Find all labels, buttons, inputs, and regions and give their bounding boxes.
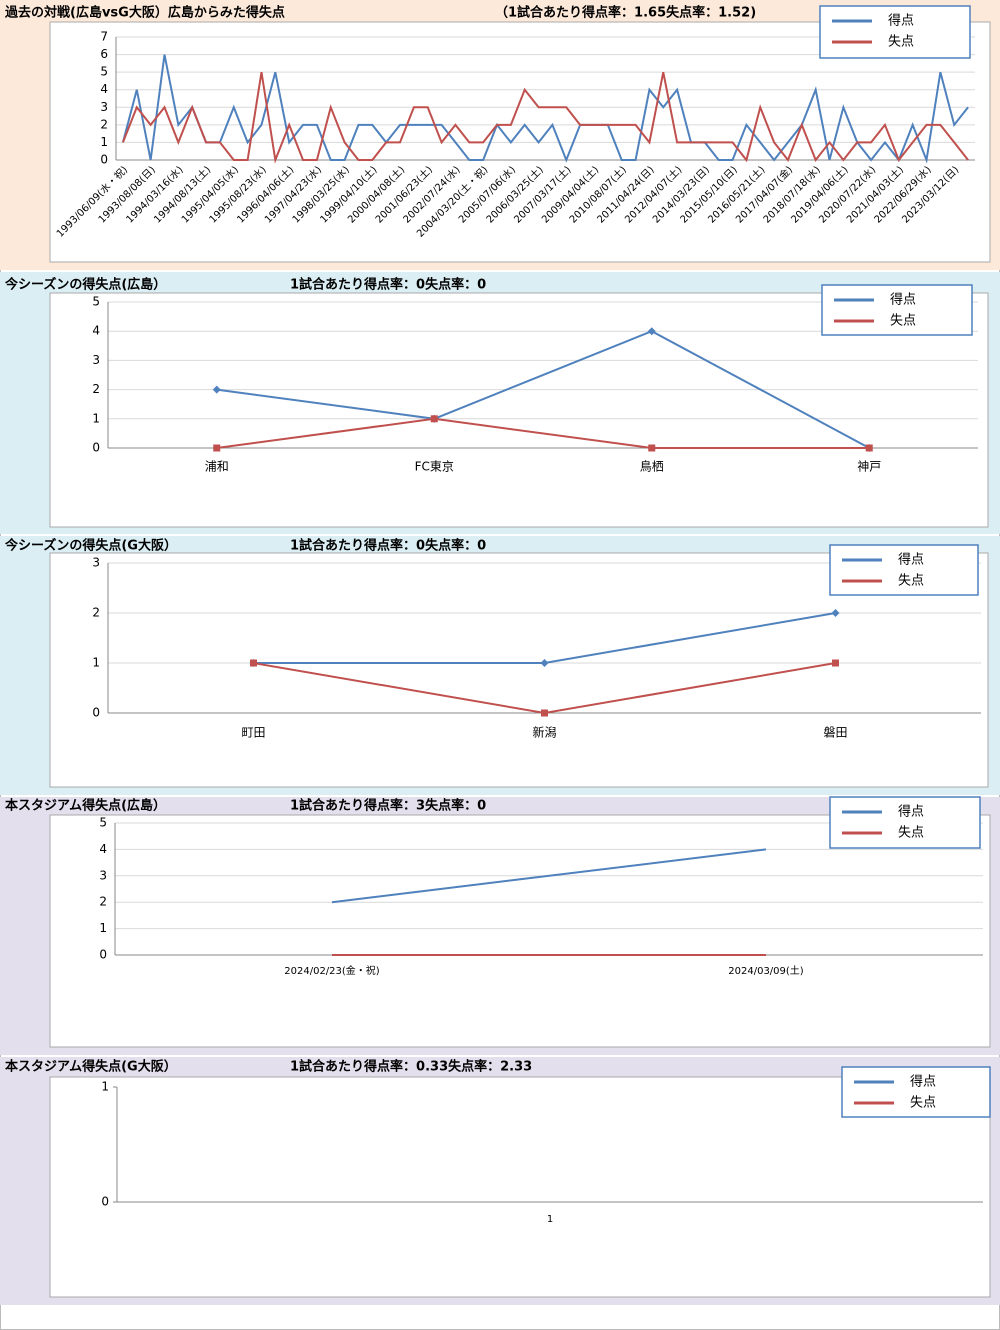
marker (540, 659, 549, 667)
x-tick-label: 磐田 (823, 726, 847, 740)
chart-subtitle: 1試合あたり得点率：0失点率：0 (290, 277, 486, 293)
y-tick-label: 0 (92, 441, 100, 455)
y-tick-label: 2 (100, 117, 108, 131)
legend (819, 5, 971, 59)
y-tick-label: 7 (100, 30, 108, 44)
x-tick-label: 鳥栖 (640, 459, 664, 474)
legend-label: 得点 (890, 292, 916, 308)
legend (829, 544, 979, 596)
marker (865, 444, 873, 452)
legend (821, 284, 973, 336)
marker (213, 444, 221, 452)
marker (430, 415, 438, 423)
series-line (121, 71, 969, 164)
x-tick-label: 浦和 (205, 460, 229, 474)
y-tick-label: 3 (92, 556, 100, 570)
y-tick-label: 1 (92, 656, 100, 670)
legend-label: 失点 (890, 314, 916, 329)
marker (250, 659, 257, 667)
chart-title: 今シーズンの得失点(広島） (4, 277, 166, 293)
legend-label: 得点 (898, 804, 924, 820)
y-tick-label: 1 (100, 135, 108, 149)
legend-label: 失点 (910, 1096, 936, 1111)
marker (212, 385, 221, 394)
y-tick-label: 4 (100, 82, 108, 96)
x-tick-label: FC東京 (415, 460, 454, 474)
x-tick-label: 2024/03/09(土) (728, 964, 804, 977)
y-tick-label: 3 (100, 100, 108, 114)
marker (648, 444, 656, 452)
marker (831, 609, 840, 617)
marker (832, 659, 839, 667)
series-line (216, 330, 870, 449)
legend-label: 失点 (888, 35, 914, 50)
chart-subtitle: （1試合あたり得点率：1.65失点率：1.52) (495, 5, 756, 21)
y-tick-label: 3 (92, 353, 100, 367)
x-tick-label: 2024/02/23(金・祝) (284, 964, 380, 977)
y-tick-label: 5 (99, 816, 107, 830)
chart-title: 今シーズンの得失点(G大阪） (4, 538, 177, 554)
y-tick-label: 3 (99, 868, 107, 882)
chart-area (49, 814, 991, 1048)
y-tick-label: 5 (100, 65, 108, 79)
chart-subtitle: 1試合あたり得点率：0.33失点率：2.33 (290, 1059, 532, 1075)
marker (541, 709, 548, 717)
x-tick-label: 町田 (241, 726, 265, 740)
x-tick-label: 新潟 (532, 725, 556, 740)
series-line (331, 848, 767, 904)
y-tick-label: 2 (99, 895, 107, 909)
y-tick-label: 0 (99, 948, 107, 962)
y-tick-label: 5 (92, 295, 100, 309)
chart-subtitle: 1試合あたり得点率：3失点率：0 (290, 798, 486, 814)
chart-title: 本スタジアム得失点(G大阪） (5, 1059, 177, 1075)
marker (647, 327, 656, 336)
legend-label: 得点 (888, 13, 914, 29)
y-tick-label: 0 (101, 1195, 109, 1209)
y-tick-label: 2 (92, 382, 100, 396)
legend-label: 失点 (898, 574, 924, 589)
legend (841, 1066, 991, 1118)
chart-title: 過去の対戦(広島vsG大阪）広島からみた得失点 (4, 5, 285, 21)
x-tick-label: 1 (547, 1214, 553, 1225)
legend-label: 得点 (898, 552, 924, 568)
legend-label: 得点 (910, 1074, 936, 1090)
y-tick-label: 1 (99, 921, 107, 935)
y-tick-label: 6 (100, 47, 108, 61)
legend-label: 失点 (898, 826, 924, 841)
y-tick-label: 4 (99, 842, 107, 856)
y-tick-label: 0 (100, 153, 108, 167)
y-tick-label: 4 (92, 324, 100, 338)
y-tick-label: 1 (92, 411, 100, 425)
legend (829, 796, 981, 849)
series-line (216, 417, 870, 449)
y-tick-label: 2 (92, 606, 100, 620)
x-tick-label: 神戸 (857, 460, 881, 474)
chart-subtitle: 1試合あたり得点率：0失点率：0 (290, 538, 486, 554)
y-tick-label: 0 (92, 706, 100, 720)
series-line (121, 54, 969, 164)
y-tick-label: 1 (101, 1080, 109, 1094)
chart-area (49, 1076, 991, 1298)
chart-title: 本スタジアム得失点(広島） (5, 798, 166, 814)
